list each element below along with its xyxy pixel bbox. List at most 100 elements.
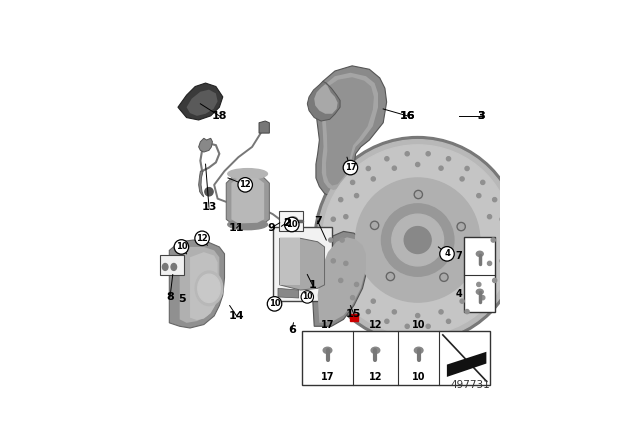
Circle shape: [339, 198, 343, 202]
Text: 2: 2: [283, 218, 291, 228]
Circle shape: [465, 310, 469, 314]
Circle shape: [285, 217, 299, 232]
Text: 14: 14: [228, 311, 244, 321]
Polygon shape: [198, 138, 212, 152]
Circle shape: [392, 214, 444, 266]
Circle shape: [387, 272, 394, 280]
Circle shape: [440, 246, 454, 261]
Text: 1: 1: [308, 280, 316, 290]
Circle shape: [195, 231, 209, 246]
Polygon shape: [280, 238, 324, 290]
Circle shape: [371, 177, 375, 181]
Circle shape: [439, 310, 443, 314]
Text: 18: 18: [212, 111, 227, 121]
Circle shape: [502, 238, 507, 242]
Text: 8: 8: [166, 292, 174, 302]
Circle shape: [366, 310, 371, 314]
Circle shape: [174, 240, 189, 254]
Circle shape: [205, 188, 213, 196]
Circle shape: [240, 200, 246, 206]
Polygon shape: [307, 82, 340, 121]
Circle shape: [415, 192, 421, 197]
Bar: [302, 332, 490, 385]
Circle shape: [301, 291, 314, 303]
Circle shape: [488, 215, 492, 219]
Polygon shape: [322, 73, 378, 190]
Text: 15: 15: [346, 309, 362, 319]
Circle shape: [238, 177, 252, 192]
Circle shape: [405, 152, 410, 156]
Text: 12: 12: [239, 181, 251, 190]
Text: 5: 5: [179, 294, 186, 304]
Text: 10: 10: [286, 220, 298, 229]
Circle shape: [491, 238, 495, 242]
Text: 497731: 497731: [451, 380, 490, 390]
Ellipse shape: [228, 220, 268, 230]
Text: 10: 10: [269, 299, 280, 308]
Text: 16: 16: [399, 111, 415, 121]
Circle shape: [356, 178, 480, 302]
Ellipse shape: [414, 347, 423, 353]
Circle shape: [447, 319, 451, 323]
Text: 4: 4: [444, 250, 450, 258]
Circle shape: [493, 278, 497, 283]
Circle shape: [388, 274, 393, 279]
Circle shape: [405, 324, 410, 328]
Polygon shape: [190, 252, 218, 320]
Circle shape: [317, 140, 518, 340]
Text: 10: 10: [302, 293, 312, 302]
Circle shape: [481, 181, 485, 185]
Circle shape: [441, 275, 447, 280]
Bar: [464, 237, 495, 313]
Ellipse shape: [371, 347, 380, 353]
Polygon shape: [447, 352, 486, 377]
Text: 6: 6: [288, 325, 296, 335]
Circle shape: [465, 166, 469, 171]
Polygon shape: [259, 121, 269, 133]
Circle shape: [340, 238, 344, 242]
Circle shape: [351, 181, 355, 185]
Circle shape: [440, 273, 448, 281]
FancyBboxPatch shape: [273, 227, 333, 302]
Text: 13: 13: [202, 202, 217, 212]
Circle shape: [355, 282, 358, 287]
Polygon shape: [280, 238, 300, 285]
Text: 7: 7: [456, 250, 463, 261]
Circle shape: [366, 166, 371, 171]
Circle shape: [488, 261, 492, 266]
Polygon shape: [170, 240, 225, 328]
Circle shape: [332, 217, 335, 221]
Text: 17: 17: [344, 163, 356, 172]
Polygon shape: [278, 289, 299, 298]
Circle shape: [392, 310, 396, 314]
Circle shape: [329, 238, 333, 242]
Text: 3: 3: [477, 111, 485, 121]
Circle shape: [323, 145, 513, 335]
Ellipse shape: [171, 263, 177, 271]
Text: 9: 9: [267, 223, 275, 233]
Text: 10: 10: [175, 242, 188, 251]
Circle shape: [371, 221, 379, 229]
Circle shape: [477, 282, 481, 287]
Text: 16: 16: [399, 111, 415, 121]
Circle shape: [268, 297, 282, 311]
Circle shape: [426, 324, 430, 328]
Polygon shape: [317, 237, 366, 323]
Text: 12: 12: [369, 372, 382, 382]
Ellipse shape: [198, 274, 220, 302]
Ellipse shape: [476, 289, 483, 294]
Circle shape: [477, 194, 481, 198]
Polygon shape: [232, 178, 264, 224]
Circle shape: [500, 217, 504, 221]
Text: 10: 10: [412, 372, 426, 382]
Circle shape: [392, 166, 396, 170]
Circle shape: [481, 296, 485, 300]
Text: 7: 7: [314, 216, 321, 226]
Circle shape: [447, 157, 451, 161]
Polygon shape: [326, 77, 374, 185]
Circle shape: [404, 227, 431, 254]
Circle shape: [439, 166, 443, 170]
Text: 12: 12: [369, 320, 382, 330]
Polygon shape: [180, 247, 220, 323]
Polygon shape: [226, 173, 269, 227]
